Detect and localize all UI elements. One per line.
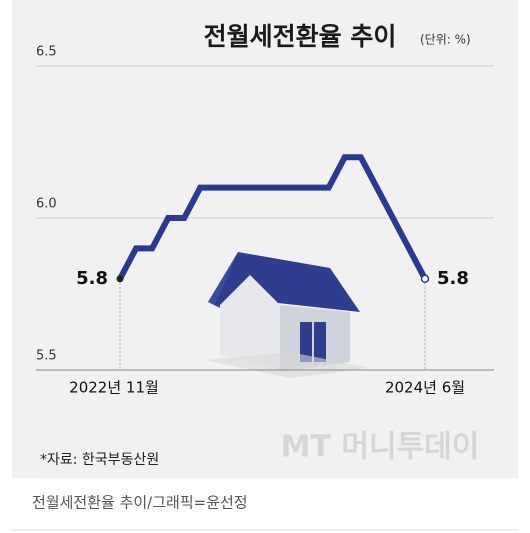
caption: 전월세전환율 추이/그래픽=윤선정 [32, 494, 248, 512]
chart-subtitle: (단위: %) [420, 33, 471, 47]
x-tick-label: 2024년 6월 [385, 379, 465, 397]
source: *자료: 한국부동산원 [40, 452, 159, 468]
y-tick-label: 5.5 [36, 349, 57, 364]
chart-title: 전월세전환율 추이 [204, 22, 397, 51]
y-tick-label: 6.5 [36, 45, 57, 60]
x-tick-label: 2022년 11월 [69, 379, 159, 397]
series-line [117, 154, 428, 281]
chart-background [12, 0, 518, 478]
house-icon [205, 252, 370, 378]
start-point [116, 275, 124, 283]
watermark: MT 머니투데이 [281, 430, 480, 465]
end-point [420, 274, 430, 284]
data-label: 5.8 [437, 268, 469, 289]
y-tick-label: 6.0 [36, 197, 57, 212]
data-label: 5.8 [76, 268, 108, 289]
